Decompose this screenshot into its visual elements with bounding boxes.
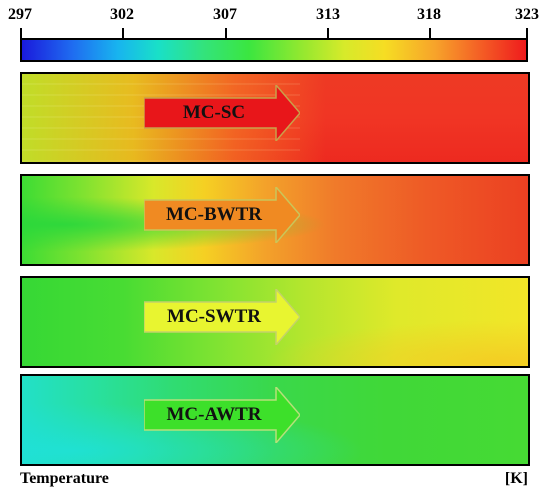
colorbar-tick-label-318: 318 [417, 6, 441, 23]
colorbar-tick [122, 28, 124, 38]
arrow-label-mc-bwtr: MC-BWTR [165, 204, 263, 225]
flow-arrow-mc-bwtr: MC-BWTR [144, 187, 300, 243]
colorbar-tick [327, 28, 329, 38]
panel-mc-awtr: MC-AWTR [20, 374, 530, 466]
colorbar-tick-label-297: 297 [8, 6, 32, 23]
flow-arrow-mc-swtr: MC-SWTR [144, 289, 300, 345]
flow-arrow-shape [144, 187, 300, 243]
colorbar-tick-label-313: 313 [316, 6, 340, 23]
flow-arrow-mc-sc: MC-SC [144, 85, 300, 141]
colorbar-tick [225, 28, 227, 38]
colorbar-tick-label-302: 302 [110, 6, 134, 23]
colorbar-tick-label-323: 323 [515, 6, 539, 23]
panel-mc-bwtr: MC-BWTR [20, 174, 530, 266]
colorbar-unit-label: [K] [504, 470, 528, 487]
panel-mc-sc: MC-SC [20, 72, 530, 164]
panel-mc-swtr: MC-SWTR [20, 276, 530, 368]
colorbar-quantity-label: Temperature [20, 470, 109, 487]
temperature-colorbar [20, 38, 528, 62]
arrow-label-mc-sc: MC-SC [182, 102, 246, 123]
arrow-label-mc-swtr: MC-SWTR [167, 306, 261, 327]
colorbar-tick-label-307: 307 [213, 6, 237, 23]
colorbar-tick [20, 28, 22, 38]
flow-arrow-mc-awtr: MC-AWTR [144, 387, 300, 443]
colorbar-tick [526, 28, 528, 38]
arrow-label-mc-awtr: MC-AWTR [166, 404, 262, 425]
flow-arrow-shape [144, 289, 300, 345]
colorbar-tick [429, 28, 431, 38]
flow-arrow-shape [144, 85, 300, 141]
flow-arrow-shape [144, 387, 300, 443]
